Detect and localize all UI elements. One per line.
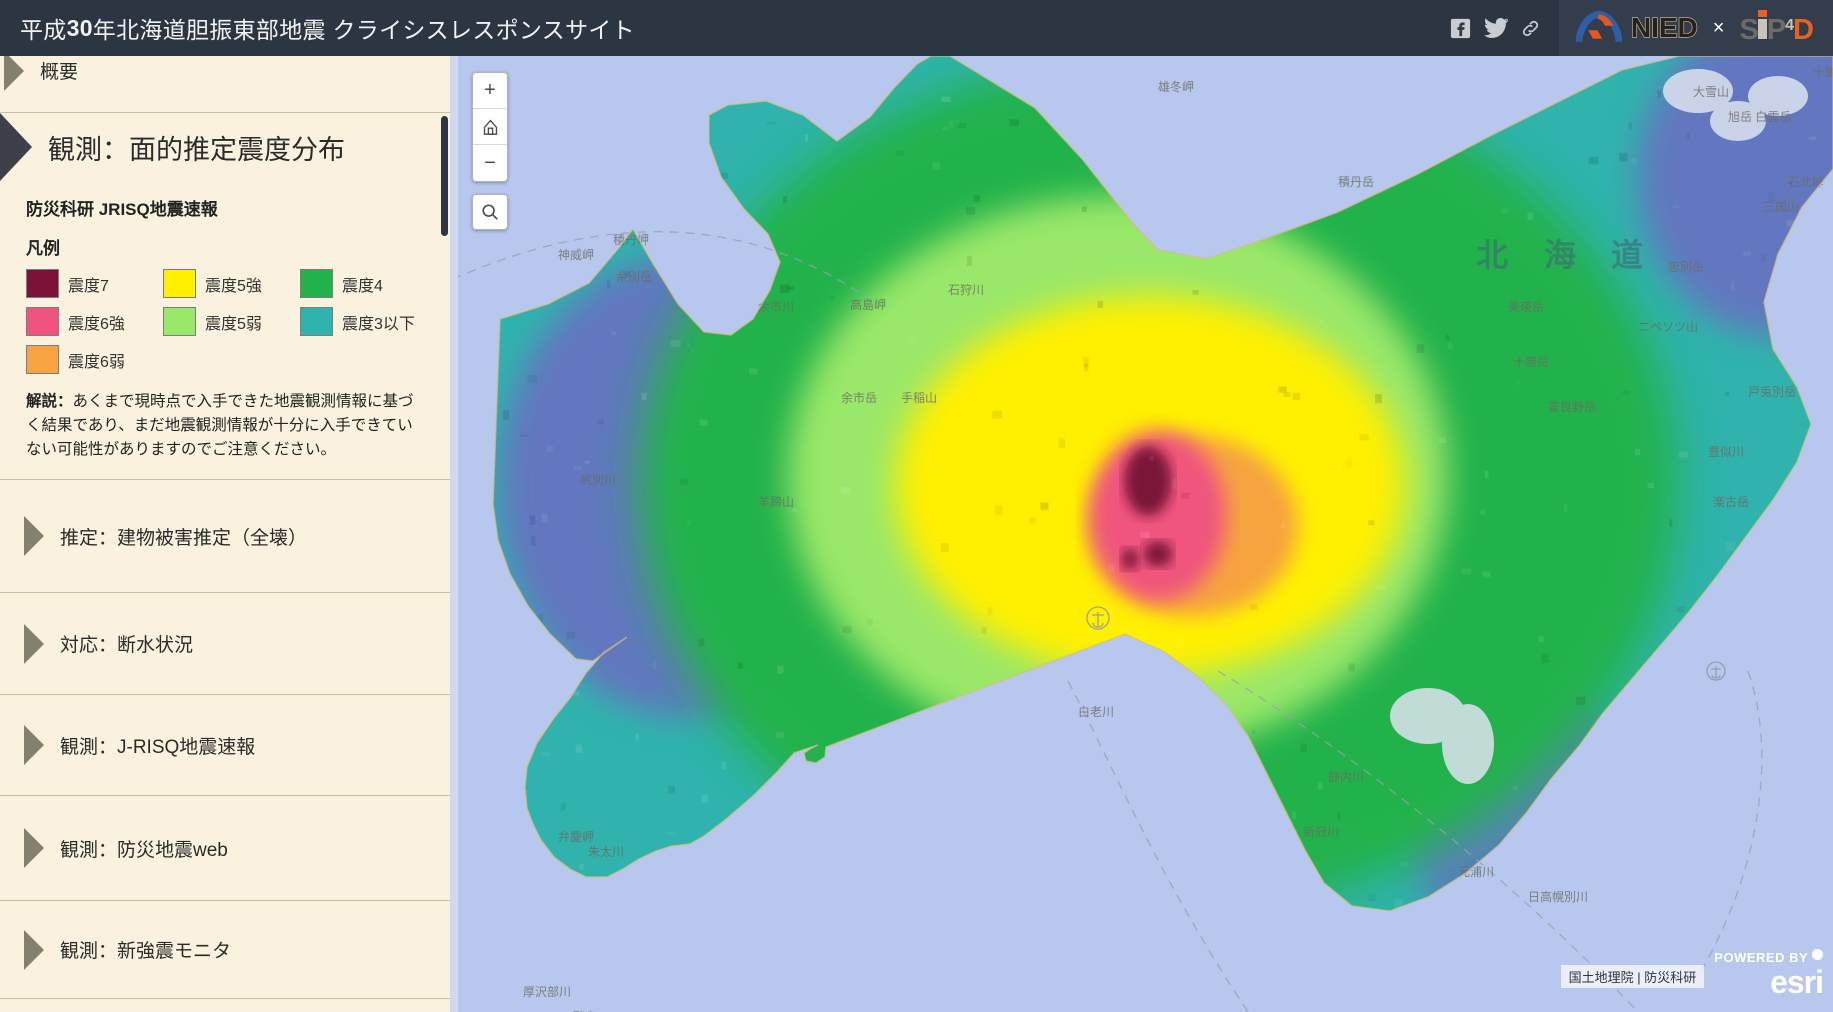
svg-text:神威岬: 神威岬 [558, 248, 594, 262]
svg-text:美瑛岳: 美瑛岳 [1508, 300, 1544, 314]
svg-text:元浦川: 元浦川 [1458, 865, 1494, 879]
svg-text:雄冬岬: 雄冬岬 [1158, 79, 1194, 94]
svg-text:余市岳: 余市岳 [841, 390, 877, 405]
svg-text:旭岳 白雲岳: 旭岳 白雲岳 [1728, 109, 1791, 124]
svg-text:十勝: 十勝 [1813, 64, 1833, 79]
svg-text:忠別岳: 忠別岳 [1668, 260, 1704, 274]
svg-text:余別岳: 余別岳 [616, 269, 652, 284]
svg-text:豊似川: 豊似川 [1708, 445, 1744, 459]
svg-text:積丹岬: 積丹岬 [613, 232, 649, 247]
svg-text:北: 北 [1476, 237, 1508, 273]
svg-text:新冠川: 新冠川 [1303, 824, 1339, 839]
svg-text:富良野岳: 富良野岳 [1548, 399, 1596, 414]
svg-text:積丹岳: 積丹岳 [1338, 174, 1374, 189]
svg-text:ニペソツ山: ニペソツ山 [1638, 320, 1698, 334]
svg-text:朱太川: 朱太川 [588, 844, 624, 859]
svg-text:日高幌別川: 日高幌別川 [1528, 889, 1588, 904]
svg-text:白老川: 白老川 [1078, 704, 1114, 719]
svg-text:高島岬: 高島岬 [850, 297, 886, 312]
svg-text:羊蹄山: 羊蹄山 [758, 494, 794, 509]
svg-text:静内川: 静内川 [1328, 770, 1364, 784]
svg-text:尻別川: 尻別川 [580, 473, 616, 487]
svg-text:弁慶岬: 弁慶岬 [558, 829, 594, 844]
svg-text:道: 道 [1611, 237, 1643, 273]
svg-text:十勝岳: 十勝岳 [1513, 354, 1549, 369]
svg-text:海: 海 [1544, 237, 1576, 273]
svg-text:楽古岳: 楽古岳 [1713, 494, 1749, 509]
svg-text:手稲山: 手稲山 [901, 391, 937, 405]
svg-text:厚沢部川: 厚沢部川 [523, 984, 571, 999]
svg-text:三国山: 三国山 [1763, 200, 1799, 214]
svg-text:大雪山: 大雪山 [1693, 85, 1729, 99]
svg-text:石狩川: 石狩川 [948, 282, 984, 297]
svg-text:戸兎別岳: 戸兎別岳 [1748, 385, 1796, 399]
